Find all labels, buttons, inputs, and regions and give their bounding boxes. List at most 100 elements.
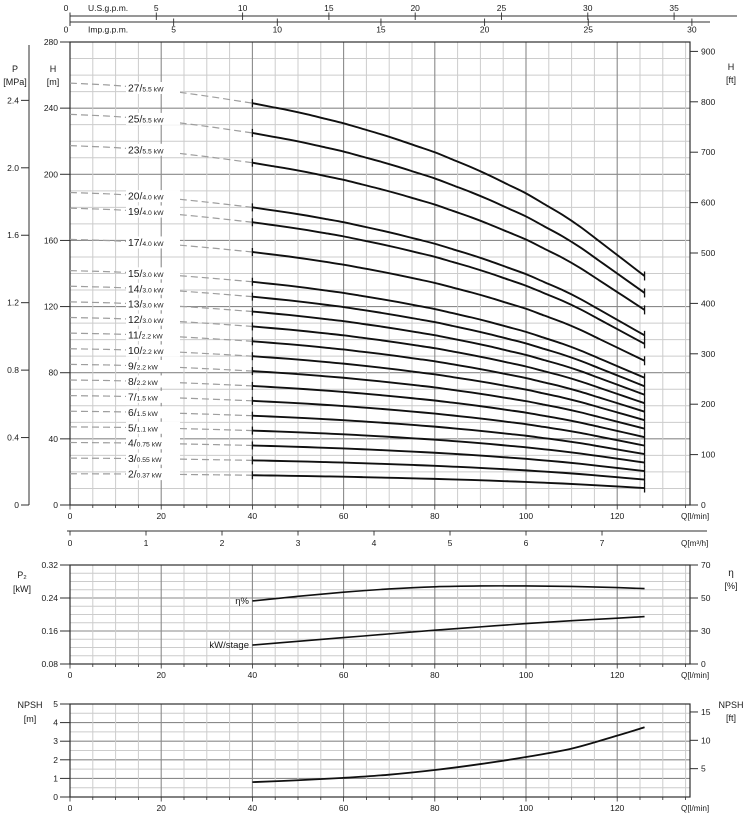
head-ft-tick: 300 — [701, 349, 715, 359]
efficiency-curve-label: η% — [235, 596, 249, 607]
p2-tick: 0.32 — [41, 560, 58, 570]
curve-label-19: 19/4.0 kW — [128, 207, 164, 218]
npsh-m-unit: [m] — [24, 714, 37, 724]
power-x-tick: 120 — [610, 670, 624, 680]
eta-tick: 0 — [701, 659, 706, 669]
npsh-m-tick: 1 — [53, 773, 58, 783]
head-curve-15 — [252, 280, 645, 379]
npsh-ft-tick: 5 — [701, 764, 706, 774]
npsh-m-tick: 2 — [53, 755, 58, 765]
pressure-tick: 0.4 — [7, 433, 19, 443]
kw-per-stage-curve — [252, 615, 645, 646]
head-m-tick: 160 — [44, 235, 58, 245]
m3h-tick: 7 — [600, 538, 605, 548]
curve-label-3: 3/0.55 kW — [128, 454, 162, 465]
npsh-m-tick: 4 — [53, 718, 58, 728]
npsh-chart: 0 1 2 3 4 5 NPSH [m] 5 10 15 NPSH [ft] 0 20 40 60 80 100 12… — [17, 699, 743, 813]
kw-per-stage-label: kW/stage — [209, 640, 249, 651]
p2-tick: 0.16 — [41, 626, 58, 636]
impgpm-tick: 25 — [584, 25, 594, 35]
npsh-m-tick: 0 — [53, 792, 58, 802]
head-curve-4 — [252, 444, 645, 473]
eta-title: η — [728, 568, 734, 579]
usgpm-tick: 10 — [238, 3, 248, 13]
power-x-label: Q[l/min] — [681, 671, 709, 680]
power-x-tick: 40 — [248, 670, 258, 680]
usgpm-tick: 30 — [583, 3, 593, 13]
head-x-label: Q[l/min] — [681, 512, 709, 521]
impgpm-tick: 15 — [376, 25, 386, 35]
head-x-tick: 100 — [519, 511, 533, 521]
pressure-tick: 1.6 — [7, 230, 19, 240]
pressure-unit: [MPa] — [3, 77, 27, 87]
impgpm-tick: 0 — [64, 25, 69, 35]
head-curve-3 — [252, 459, 645, 481]
npsh-curve — [252, 726, 645, 784]
head-m-tick: 0 — [53, 500, 58, 510]
power-x-tick: 60 — [339, 670, 349, 680]
curve-label-14: 14/3.0 kW — [128, 284, 164, 295]
npsh-m-tick: 3 — [53, 736, 58, 746]
head-curve-12 — [252, 325, 645, 405]
p2-title: P₂ — [17, 570, 27, 580]
pressure-tick: 0.8 — [7, 365, 19, 375]
p2-unit: [kW] — [13, 584, 31, 594]
power-x-tick: 20 — [156, 670, 166, 680]
usgpm-tick: 35 — [669, 3, 679, 13]
head-ft-tick: 100 — [701, 450, 715, 460]
head-m-unit: [m] — [47, 77, 60, 87]
npsh-ft-title: NPSH — [718, 700, 743, 710]
m3h-tick: 2 — [220, 538, 225, 548]
head-ft-tick: 700 — [701, 147, 715, 157]
usgpm-tick: 0 — [64, 3, 69, 13]
head-curve-25 — [252, 132, 646, 294]
head-ft-title: H — [728, 62, 735, 72]
pressure-tick: 2.0 — [7, 163, 19, 173]
npsh-x-tick: 120 — [610, 803, 624, 813]
curve-label-7: 7/1.5 kW — [128, 392, 158, 403]
power-x-tick: 100 — [519, 670, 533, 680]
curve-label-8: 8/2.2 kW — [128, 377, 158, 388]
impgpm-tick: 30 — [687, 25, 697, 35]
m3h-tick: 6 — [524, 538, 529, 548]
npsh-ft-tick: 15 — [701, 707, 711, 717]
head-curve-7 — [252, 399, 645, 447]
usgpm-tick: 5 — [154, 3, 159, 13]
head-ft-tick: 600 — [701, 198, 715, 208]
npsh-x-tick: 60 — [339, 803, 349, 813]
usgpm-tick: 20 — [410, 3, 420, 13]
head-m-title: H — [50, 64, 57, 74]
head-x-tick: 120 — [610, 511, 624, 521]
head-x-tick: 80 — [430, 511, 440, 521]
head-x-tick: 20 — [156, 511, 166, 521]
m3h-tick: 3 — [296, 538, 301, 548]
head-m-tick: 120 — [44, 302, 58, 312]
head-ft-tick: 500 — [701, 248, 715, 258]
head-curve-19 — [252, 221, 646, 345]
npsh-x-tick: 100 — [519, 803, 533, 813]
curve-label-17: 17/4.0 kW — [128, 238, 164, 249]
curve-label-27: 27/5.5 kW — [128, 84, 164, 95]
p2-tick: 0.08 — [41, 659, 58, 669]
curve-label-25: 25/5.5 kW — [128, 114, 164, 125]
head-curve-20 — [252, 206, 646, 337]
head-curve-6 — [252, 414, 645, 456]
head-x-tick: 60 — [339, 511, 349, 521]
head-curve-10 — [252, 355, 645, 422]
impgpm-tick: 5 — [171, 25, 176, 35]
head-curve-23 — [252, 161, 646, 311]
head-x-tick: 40 — [248, 511, 258, 521]
pressure-tick: 1.2 — [7, 298, 19, 308]
curve-label-15: 15/3.0 kW — [128, 269, 164, 280]
power-efficiency-chart: 0.08 0.16 0.24 0.32 P₂ [kW] 0 30 50 70 η [%] 0 20 40 60… — [13, 560, 738, 680]
head-curve-11 — [252, 340, 645, 413]
head-curve-9 — [252, 370, 645, 430]
usgpm-tick: 15 — [324, 3, 334, 13]
head-m-tick: 80 — [49, 368, 59, 378]
m3h-axis-label: Q[m³/h] — [681, 539, 708, 548]
m3h-tick: 0 — [68, 538, 73, 548]
eta-unit: [%] — [724, 581, 737, 591]
head-ft-tick: 800 — [701, 97, 715, 107]
eta-tick: 30 — [701, 626, 711, 636]
